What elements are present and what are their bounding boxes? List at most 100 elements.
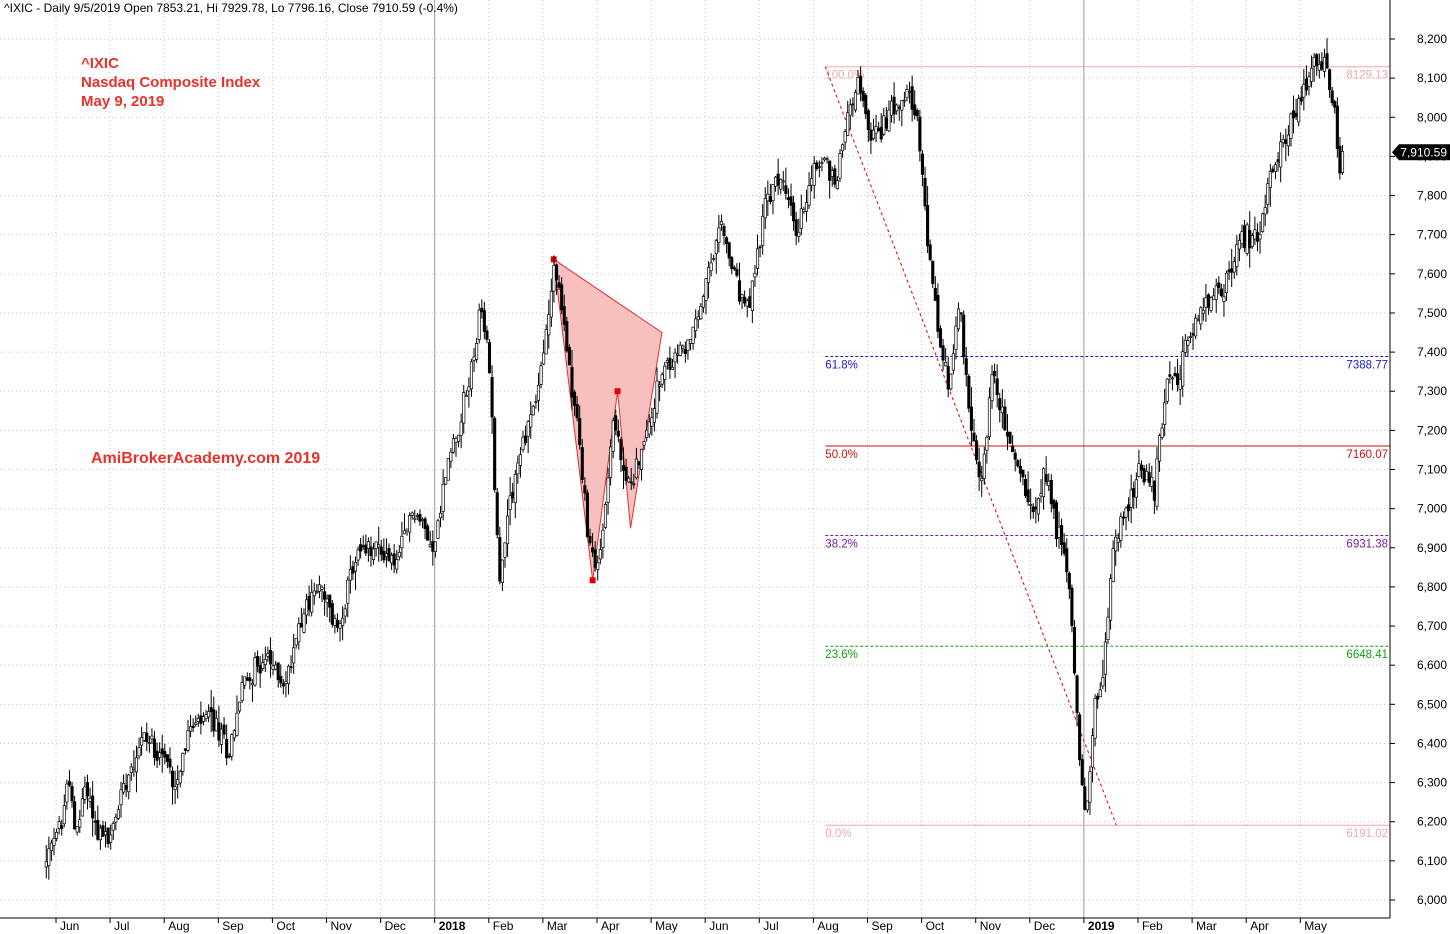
candle-body bbox=[998, 398, 1002, 411]
y-tick-label: 7,800 bbox=[1417, 189, 1447, 203]
candle-body bbox=[1165, 378, 1169, 402]
fib-level-percent: 100.0% bbox=[825, 70, 864, 82]
candle-body bbox=[956, 308, 961, 330]
candle-body bbox=[686, 339, 690, 351]
candle-body bbox=[500, 559, 504, 583]
candlestick-series bbox=[44, 38, 1345, 880]
candle-body bbox=[477, 309, 481, 340]
candle-body bbox=[1209, 297, 1213, 311]
candle-body bbox=[745, 300, 749, 307]
candle-body bbox=[1291, 110, 1296, 119]
candle-body bbox=[165, 754, 169, 763]
candle-body bbox=[972, 432, 976, 442]
candle-body bbox=[846, 112, 850, 136]
x-tick-label: Mar bbox=[1196, 919, 1217, 933]
candle-body bbox=[431, 541, 435, 552]
candle-body bbox=[170, 770, 175, 788]
x-tick-label: May bbox=[1304, 919, 1327, 933]
candle-body bbox=[889, 100, 894, 116]
candle-body bbox=[627, 477, 631, 483]
candle-body bbox=[1245, 224, 1249, 254]
candle-body bbox=[1101, 677, 1105, 687]
candle-body bbox=[323, 591, 327, 600]
candle-body bbox=[652, 408, 656, 423]
candle-body bbox=[310, 592, 314, 613]
candle-body bbox=[920, 153, 924, 175]
candle-body bbox=[583, 485, 587, 494]
fib-level-value: 8129.13 bbox=[1346, 70, 1388, 82]
candle-body bbox=[611, 420, 615, 452]
candle-body bbox=[181, 752, 185, 772]
candle-body bbox=[1310, 67, 1314, 82]
candle-body bbox=[1088, 771, 1092, 803]
candle-body bbox=[1127, 504, 1131, 512]
candle-body bbox=[1093, 698, 1097, 739]
candle-body bbox=[1098, 689, 1102, 698]
candle-body bbox=[730, 257, 734, 269]
candle-body bbox=[688, 339, 693, 344]
candle-body bbox=[258, 665, 262, 674]
candle-body bbox=[328, 594, 332, 608]
candle-body bbox=[129, 766, 133, 773]
candle-body bbox=[168, 758, 172, 768]
x-tick-label: Dec bbox=[1034, 919, 1055, 933]
x-tick-label: Jun bbox=[60, 919, 79, 933]
candle-body bbox=[214, 717, 218, 732]
candle-body bbox=[1286, 134, 1290, 147]
x-tick-label: Dec bbox=[385, 919, 406, 933]
candle-body bbox=[982, 453, 986, 479]
candle-body bbox=[516, 462, 520, 475]
candle-body bbox=[400, 535, 404, 549]
candle-body bbox=[743, 296, 747, 304]
candle-body bbox=[408, 515, 412, 533]
candle-body bbox=[567, 346, 571, 366]
candle-body bbox=[838, 153, 842, 179]
candle-body bbox=[1294, 112, 1298, 117]
candle-body bbox=[286, 665, 291, 685]
candle-body bbox=[80, 798, 84, 817]
candle-body bbox=[152, 738, 157, 758]
candle-body bbox=[977, 461, 981, 478]
candle-body bbox=[103, 831, 108, 836]
candle-body bbox=[539, 365, 543, 385]
candle-body bbox=[792, 202, 796, 222]
x-tick-label: 2018 bbox=[439, 919, 466, 933]
candle-body bbox=[913, 104, 917, 116]
candle-body bbox=[1335, 105, 1339, 149]
x-tick-label: May bbox=[655, 919, 678, 933]
candle-body bbox=[1340, 151, 1345, 173]
y-tick-label: 6,000 bbox=[1417, 893, 1447, 907]
candle-body bbox=[1065, 548, 1069, 573]
candle-body bbox=[459, 421, 463, 436]
candle-body bbox=[338, 623, 342, 629]
candle-body bbox=[101, 825, 105, 837]
candle-body bbox=[967, 375, 971, 409]
candle-body bbox=[1054, 502, 1058, 540]
candle-body bbox=[98, 827, 102, 841]
candle-body bbox=[1315, 54, 1319, 66]
candle-body bbox=[877, 128, 881, 132]
candle-body bbox=[887, 109, 891, 132]
candle-body bbox=[124, 785, 128, 790]
candle-body bbox=[91, 795, 95, 819]
candle-body bbox=[621, 465, 626, 471]
candle-body bbox=[624, 466, 628, 481]
candle-body bbox=[330, 603, 334, 625]
fib-level-value: 6931.38 bbox=[1346, 538, 1388, 550]
candle-body bbox=[812, 163, 816, 186]
candle-body bbox=[1023, 479, 1028, 497]
candle-body bbox=[1279, 141, 1283, 168]
candle-body bbox=[274, 664, 278, 670]
y-tick-label: 7,400 bbox=[1417, 345, 1447, 359]
candle-body bbox=[828, 160, 832, 181]
candle-body bbox=[1289, 113, 1293, 139]
candle-body bbox=[748, 296, 752, 308]
candle-body bbox=[598, 549, 602, 560]
candle-body bbox=[1263, 207, 1267, 215]
candle-body bbox=[369, 546, 373, 557]
y-tick-label: 6,800 bbox=[1417, 580, 1447, 594]
candle-body bbox=[1307, 76, 1311, 87]
candle-body bbox=[1124, 507, 1128, 518]
candle-body bbox=[1168, 374, 1172, 377]
